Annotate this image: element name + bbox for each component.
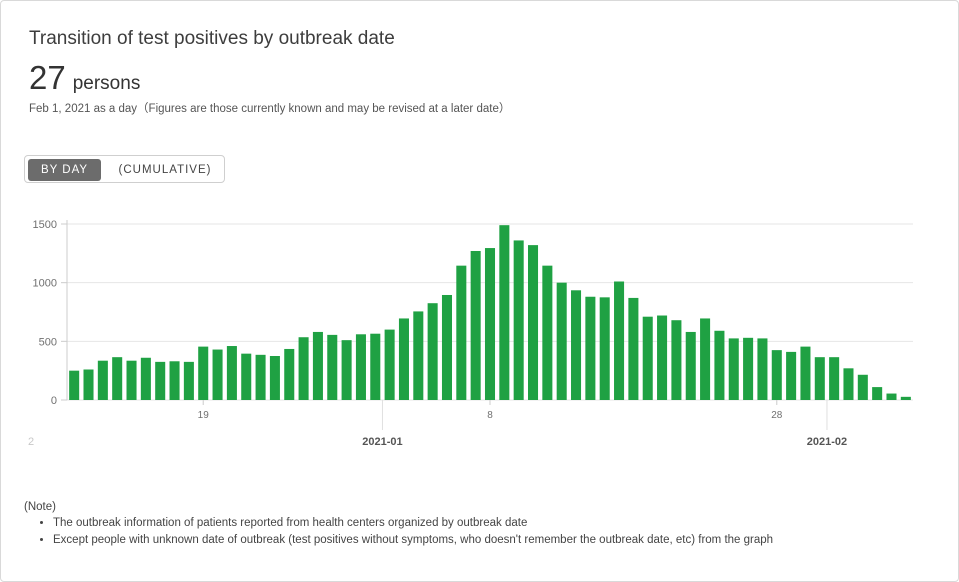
- bar: [714, 330, 725, 400]
- bar: [829, 357, 840, 400]
- notes-list: The outbreak information of patients rep…: [24, 517, 773, 546]
- y-tick-label: 1500: [33, 219, 57, 231]
- bar: [398, 318, 409, 400]
- bar: [112, 357, 123, 400]
- y-tick-label: 500: [39, 336, 57, 348]
- note-item: The outbreak information of patients rep…: [53, 517, 773, 529]
- bar: [527, 245, 539, 400]
- month-label: 2021-02: [807, 436, 847, 448]
- bar: [198, 346, 209, 400]
- by-day-button[interactable]: BY DAY: [28, 159, 101, 181]
- headline-number: 27: [29, 59, 66, 96]
- bar: [327, 334, 338, 400]
- bar: [384, 329, 395, 400]
- bar: [599, 297, 610, 400]
- card-title: Transition of test positives by outbreak…: [29, 28, 395, 49]
- bar: [183, 361, 194, 400]
- x-tick-label: 28: [771, 410, 783, 421]
- bar: [685, 331, 696, 400]
- month-label: 2021-01: [362, 436, 402, 448]
- y-axis-labels: 0 500 1000 1500: [33, 219, 57, 407]
- bar: [269, 356, 280, 400]
- bar: [757, 338, 768, 400]
- bar: [413, 311, 424, 400]
- x-tick-label: 8: [487, 410, 493, 421]
- bar: [370, 333, 381, 400]
- bar: [571, 290, 582, 400]
- headline-unit: persons: [72, 73, 141, 94]
- bar: [83, 369, 94, 400]
- bar: [900, 396, 911, 400]
- notes-heading: (Note): [24, 501, 56, 513]
- bar: [298, 337, 309, 400]
- bar: [155, 361, 166, 400]
- bar: [212, 349, 223, 400]
- bar: [886, 393, 897, 400]
- bars: [69, 225, 911, 400]
- bar: [800, 346, 811, 400]
- bar: [872, 387, 883, 400]
- note-item: Except people with unknown date of outbr…: [53, 534, 773, 546]
- bar: [585, 296, 596, 400]
- headline-value: 27 persons: [29, 59, 140, 97]
- bar: [642, 316, 653, 400]
- bar: [255, 354, 266, 400]
- month-label: 2: [28, 436, 34, 448]
- bar: [786, 351, 797, 400]
- y-tick-label: 1000: [33, 278, 57, 290]
- bar: [312, 331, 323, 400]
- bar: [556, 282, 567, 400]
- y-tick-label: 0: [51, 395, 57, 407]
- bar: [671, 320, 682, 400]
- date-note: Feb 1, 2021 as a day（Figures are those c…: [29, 103, 511, 115]
- bar: [341, 340, 352, 400]
- bar: [97, 360, 108, 400]
- bar: [226, 346, 237, 400]
- bar-chart: 0 500 1000 1500 19 8 28 2 2021-01 2021-02: [28, 219, 913, 448]
- bar: [843, 368, 854, 400]
- x-axis-labels: 19 8 28 2 2021-01 2021-02: [28, 400, 847, 448]
- bar: [427, 303, 438, 400]
- bar: [284, 348, 295, 400]
- bar: [771, 350, 782, 400]
- bar: [484, 248, 496, 400]
- bar: [857, 374, 868, 400]
- bar: [140, 357, 151, 400]
- bar: [542, 265, 553, 400]
- notes-section: (Note) The outbreak information of patie…: [24, 501, 773, 551]
- bar: [69, 370, 80, 400]
- bar: [513, 240, 524, 400]
- bar: [628, 297, 639, 400]
- bar: [441, 294, 453, 400]
- bar: [700, 318, 711, 400]
- bar: [126, 360, 137, 400]
- bar: [743, 337, 754, 400]
- bar: [241, 353, 252, 400]
- bar: [355, 334, 366, 400]
- bar: [470, 250, 481, 400]
- data-type-toggle: BY DAY (CUMULATIVE): [24, 155, 225, 183]
- cumulative-button[interactable]: (CUMULATIVE): [118, 164, 212, 176]
- bar: [499, 225, 510, 400]
- bar: [728, 338, 739, 400]
- bar: [456, 265, 467, 400]
- bar: [657, 315, 668, 400]
- bar: [814, 357, 825, 400]
- bar: [169, 361, 180, 400]
- bar: [614, 281, 625, 400]
- x-tick-label: 19: [198, 410, 210, 421]
